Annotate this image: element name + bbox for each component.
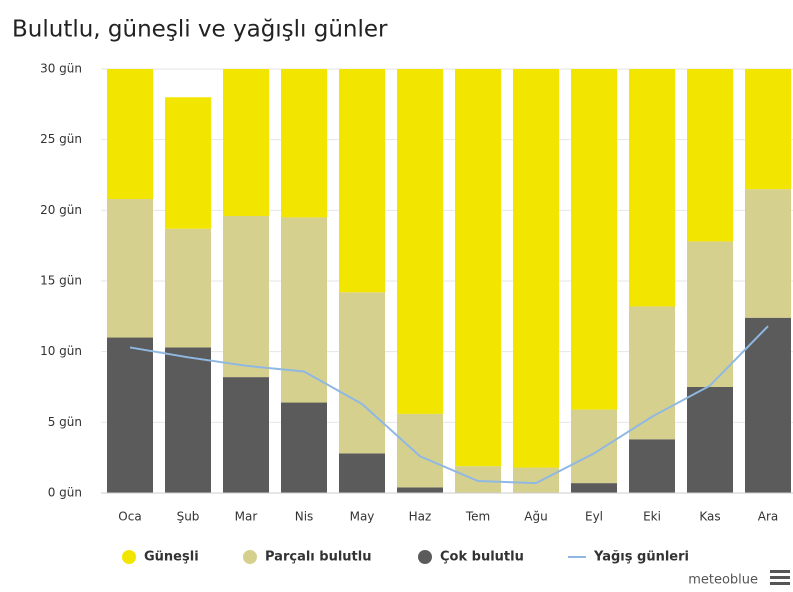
x-tick-label: Tem: [465, 510, 490, 524]
x-tick-label: Ağu: [524, 510, 547, 524]
bar-segment: [339, 69, 385, 293]
bar-segment: [513, 69, 559, 468]
x-tick-label: Nis: [295, 510, 314, 524]
bar-segment: [165, 347, 211, 493]
x-tick-label: Mar: [235, 510, 258, 524]
bar-segment: [571, 69, 617, 410]
legend-marker: [243, 550, 257, 564]
x-tick-label: Oca: [118, 510, 141, 524]
x-tick-label: Şub: [177, 510, 200, 524]
bar-segment: [397, 487, 443, 493]
x-tick-label: Ara: [758, 510, 779, 524]
bar-segment: [629, 69, 675, 307]
bar-segment: [397, 413, 443, 488]
y-tick-label: 0 gün: [48, 486, 82, 500]
y-tick-label: 20 gün: [40, 203, 82, 217]
bar-segment: [281, 217, 327, 403]
bar-segment: [687, 387, 733, 493]
bar-segment: [745, 317, 791, 493]
bar-segment: [339, 453, 385, 493]
bar-segment: [165, 228, 211, 348]
bar-segment: [745, 69, 791, 190]
bar-segment: [107, 199, 153, 338]
y-tick-label: 15 gün: [40, 274, 82, 288]
line: [129, 325, 769, 485]
bar-segment: [745, 189, 791, 318]
bar-segment: [107, 69, 153, 200]
bar-segment: [281, 402, 327, 493]
y-tick-label: 5 gün: [48, 415, 82, 429]
y-tick-label: 25 gün: [40, 132, 82, 146]
x-tick-label: Eki: [643, 510, 661, 524]
bar-segment: [629, 306, 675, 440]
bar-segment: [223, 215, 269, 378]
legend-label: Parçalı bulutlu: [265, 550, 371, 565]
bar-segment: [455, 466, 501, 493]
bar-segment: [281, 69, 327, 218]
bar-segment: [397, 69, 443, 414]
legend-label: Yağış günleri: [593, 550, 689, 565]
x-tick-label: May: [350, 510, 375, 524]
bar-segment: [223, 69, 269, 216]
bar-segment: [629, 439, 675, 493]
x-tick-label: Kas: [699, 510, 720, 524]
bar-segment: [687, 69, 733, 242]
chart-title: Bulutlu, güneşli ve yağışlı günler: [12, 17, 388, 43]
menu-icon[interactable]: [770, 570, 790, 585]
bar-segment: [571, 483, 617, 493]
bar-segment: [165, 97, 211, 229]
bar-segment: [455, 69, 501, 467]
bar-segment: [339, 292, 385, 454]
bar-segment: [513, 467, 559, 493]
legend-marker: [122, 550, 136, 564]
bar-segment: [107, 337, 153, 493]
legend-marker: [418, 550, 432, 564]
credit[interactable]: meteoblue: [688, 573, 758, 588]
y-tick-label: 10 gün: [40, 344, 82, 358]
bar-segment: [571, 409, 617, 484]
bar-segment: [687, 241, 733, 387]
y-tick-label: 30 gün: [40, 62, 82, 76]
x-tick-label: Eyl: [585, 510, 603, 524]
bar-segment: [223, 377, 269, 493]
legend-label: Çok bulutlu: [440, 550, 524, 565]
legend-label: Güneşli: [144, 550, 199, 565]
x-tick-label: Haz: [409, 510, 432, 524]
